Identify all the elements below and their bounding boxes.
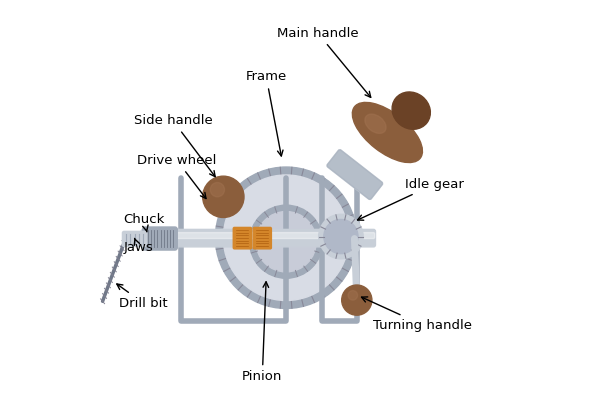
Ellipse shape: [365, 114, 386, 133]
Text: Side handle: Side handle: [134, 114, 215, 177]
Circle shape: [250, 205, 323, 278]
Text: Drive wheel: Drive wheel: [137, 154, 217, 198]
Circle shape: [342, 285, 372, 315]
Ellipse shape: [352, 102, 422, 162]
Text: Drill bit: Drill bit: [117, 284, 168, 310]
Circle shape: [215, 167, 357, 308]
FancyBboxPatch shape: [122, 231, 146, 246]
Text: Turning handle: Turning handle: [362, 297, 472, 332]
Circle shape: [203, 176, 244, 218]
FancyBboxPatch shape: [253, 228, 271, 249]
Circle shape: [324, 220, 358, 254]
FancyBboxPatch shape: [327, 150, 383, 200]
Circle shape: [348, 290, 358, 300]
Text: Frame: Frame: [245, 70, 287, 156]
Text: Main handle: Main handle: [277, 27, 371, 97]
Text: Jaws: Jaws: [123, 238, 153, 254]
Text: Pinion: Pinion: [242, 282, 283, 383]
FancyBboxPatch shape: [233, 228, 251, 249]
Ellipse shape: [392, 92, 430, 129]
FancyBboxPatch shape: [327, 150, 383, 200]
Circle shape: [256, 212, 316, 272]
Circle shape: [210, 182, 224, 197]
FancyBboxPatch shape: [141, 229, 376, 247]
Text: Idle gear: Idle gear: [358, 178, 464, 220]
Circle shape: [223, 175, 349, 300]
Text: Chuck: Chuck: [123, 213, 164, 232]
FancyBboxPatch shape: [143, 227, 177, 250]
FancyBboxPatch shape: [142, 232, 374, 238]
Circle shape: [319, 214, 363, 259]
